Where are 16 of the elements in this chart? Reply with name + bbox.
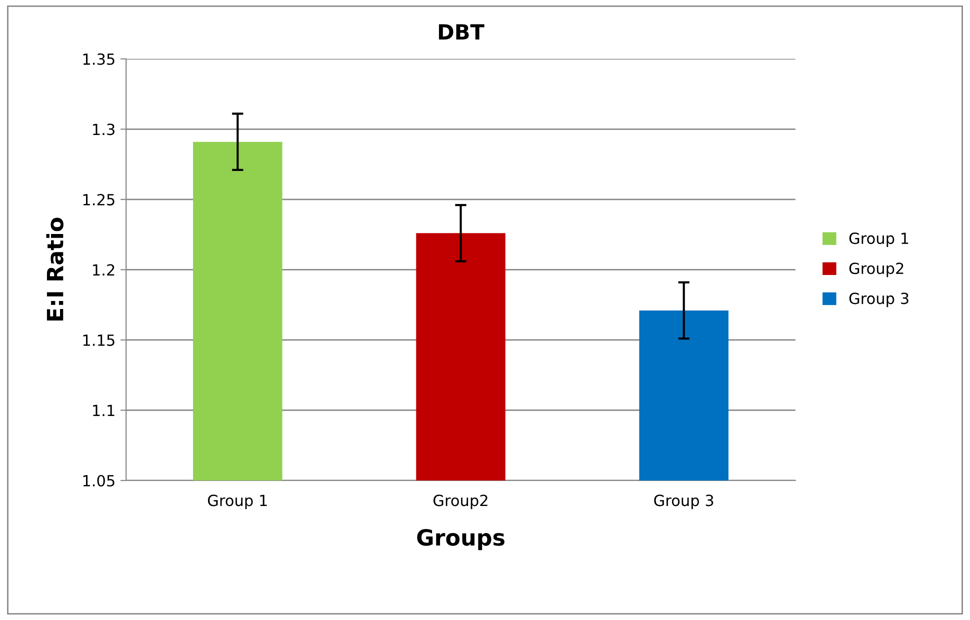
y-axis-title: E:I Ratio [46, 218, 64, 320]
y-tick-label: 1.3 [93, 124, 114, 136]
y-tick-label: 1.35 [83, 53, 114, 65]
x-tick-label: Group 3 [654, 494, 714, 510]
legend-label: Group 3 [849, 292, 908, 308]
x-tick-label: Group2 [433, 494, 488, 510]
y-tick-label: 1.2 [93, 264, 114, 276]
y-tick-label: 1.05 [83, 474, 114, 487]
x-axis-title: Groups [417, 529, 504, 550]
chart-title: DBT [438, 24, 484, 40]
legend-label: Group 1 [849, 232, 908, 248]
legend-label: Group2 [849, 262, 904, 278]
x-tick-label: Group 1 [208, 494, 267, 510]
y-tick-label: 1.1 [93, 404, 114, 416]
y-tick-label: 1.25 [83, 194, 114, 206]
y-tick-label: 1.15 [83, 334, 114, 346]
